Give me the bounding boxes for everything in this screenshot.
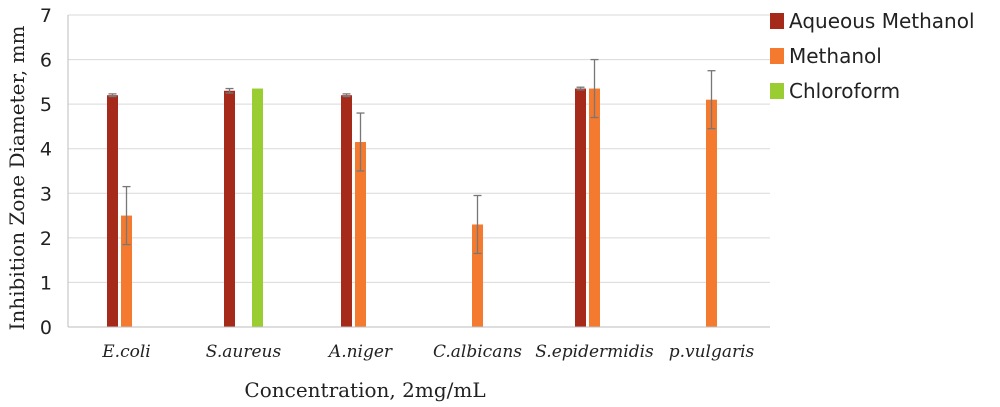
error-bar — [122, 185, 131, 246]
error-bar — [108, 93, 117, 98]
legend-label: Aqueous Methanol — [789, 9, 975, 33]
x-tick-label: E.coli — [101, 342, 150, 362]
bar — [252, 88, 263, 328]
bar — [589, 88, 600, 328]
bar — [706, 99, 717, 327]
legend-label: Methanol — [789, 44, 882, 68]
x-tick-label: A.niger — [327, 342, 393, 362]
legend-swatch — [770, 83, 784, 99]
legend-item: Aqueous Methanol — [770, 9, 975, 33]
x-tick-label: C.albicans — [433, 342, 522, 362]
bar — [121, 215, 132, 327]
grid-lines — [68, 14, 770, 283]
x-axis-title: Concentration, 2mg/mL — [244, 378, 485, 402]
y-tick-label: 7 — [40, 5, 52, 27]
error-bar — [473, 194, 482, 255]
y-tick-labels: 0 1 2 3 4 5 6 7 — [40, 5, 52, 339]
x-tick-label: S.aureus — [206, 342, 282, 362]
error-bar — [342, 93, 351, 98]
legend-swatch — [770, 13, 784, 29]
bars — [107, 58, 717, 328]
error-bar — [356, 112, 365, 172]
y-tick-label: 0 — [40, 317, 52, 339]
y-tick-label: 1 — [40, 272, 52, 294]
x-tick-label: S.epidermidis — [535, 342, 654, 362]
legend-item: Methanol — [770, 44, 882, 68]
bar — [472, 224, 483, 327]
x-tick-label: p.vulgaris — [669, 342, 755, 362]
y-tick-label: 5 — [40, 94, 52, 116]
error-bar — [225, 87, 234, 94]
bar — [107, 95, 118, 327]
legend-item: Chloroform — [770, 79, 900, 103]
y-tick-label: 6 — [40, 50, 52, 72]
y-axis-title: Inhibition Zone Diameter, mm — [5, 25, 29, 330]
bar — [224, 90, 235, 328]
legend-label: Chloroform — [789, 79, 900, 103]
x-tick-labels: E.coli S.aureus A.niger C.albicans S.epiderm… — [101, 342, 754, 362]
axes — [67, 15, 770, 328]
error-bar — [590, 58, 599, 119]
y-tick-label: 2 — [40, 228, 52, 250]
error-bar — [576, 86, 585, 91]
bar — [575, 88, 586, 328]
legend: Aqueous Methanol Methanol Chloroform — [770, 9, 975, 103]
bar — [355, 142, 366, 327]
bar — [341, 95, 352, 327]
y-tick-label: 3 — [40, 183, 52, 205]
error-bar — [707, 70, 716, 130]
y-tick-label: 4 — [40, 139, 52, 161]
legend-swatch — [770, 48, 784, 64]
